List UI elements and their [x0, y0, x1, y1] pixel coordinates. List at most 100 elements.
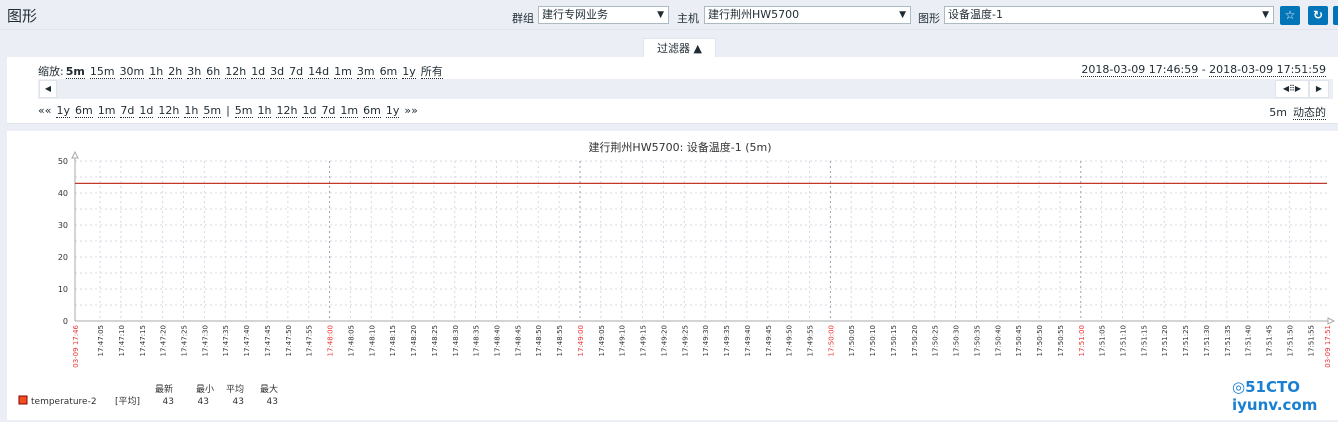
x-tick-label: 17:48:50: [535, 325, 543, 356]
fullscreen-button[interactable]: [1333, 6, 1338, 25]
zoom-option-1h[interactable]: 1h: [149, 65, 164, 79]
nav-back-2[interactable]: 6m: [74, 104, 93, 118]
filter-tab[interactable]: 过滤器 ▲: [643, 38, 716, 58]
x-tick-label: 17:49:45: [765, 325, 773, 356]
chevron-down-icon: ▼: [899, 10, 906, 20]
x-tick-label: 17:49:40: [744, 325, 752, 356]
legend-color-swatch: [18, 395, 28, 405]
drag-handle-icon: ◀⠿▶: [1282, 84, 1302, 93]
zoom-option-3d[interactable]: 3d: [270, 65, 285, 79]
legend-header: 最小: [196, 384, 214, 395]
x-tick-label: 17:48:10: [368, 325, 376, 356]
x-tick-label: 17:47:05: [97, 325, 105, 356]
zoom-option-30m[interactable]: 30m: [119, 65, 145, 79]
scroll-left-button[interactable]: ◀: [39, 80, 57, 98]
scroll-right-button[interactable]: ▶: [1309, 80, 1329, 98]
y-tick-label: 10: [58, 285, 68, 294]
nav-forward-4[interactable]: 7d: [321, 104, 336, 118]
dynamic-toggle[interactable]: 动态的: [1293, 106, 1326, 120]
nav-forward-5[interactable]: 1m: [340, 104, 359, 118]
x-tick-label: 17:48:40: [494, 325, 502, 356]
zoom-option-所有[interactable]: 所有: [420, 65, 443, 79]
chart-title: 建行荆州HW5700: 设备温度-1 (5m): [588, 140, 771, 154]
x-tick-label: 17:50:40: [994, 325, 1002, 356]
x-tick-label: 17:51:50: [1286, 325, 1294, 356]
x-tick-label: 17:49:50: [786, 325, 794, 356]
nav-back-6[interactable]: 12h: [158, 104, 180, 118]
timeline-scrollbar[interactable]: ◀ ◀⠿▶ ▶: [38, 79, 1333, 99]
y-tick-label: 50: [58, 157, 68, 166]
filter-panel: 缩放: 5m 15m 30m 1h 2h 3h 6h 12h 1d 3d 7d 14d 1m 3m 6m 1y 所…: [7, 57, 1338, 124]
zoom-option-12h[interactable]: 12h: [225, 65, 247, 79]
x-tick-label: 17:49:10: [619, 325, 627, 356]
x-tick-label: 17:49:00: [577, 325, 585, 356]
nav-back-0[interactable]: ««: [38, 104, 52, 117]
zoom-option-1m[interactable]: 1m: [334, 65, 352, 79]
zoom-option-3m[interactable]: 3m: [356, 65, 375, 79]
x-tick-label: 17:49:35: [723, 325, 731, 356]
x-tick-label: 17:51:40: [1245, 325, 1253, 356]
zoom-option-5m[interactable]: 5m: [65, 65, 85, 79]
zoom-option-1y[interactable]: 1y: [402, 65, 416, 79]
x-tick-label: 17:47:50: [285, 325, 293, 356]
nav-back-4[interactable]: 7d: [120, 104, 135, 118]
x-tick-label: 17:48:45: [514, 325, 522, 356]
nav-separator: |: [226, 104, 230, 117]
zoom-option-2h[interactable]: 2h: [168, 65, 183, 79]
nav-forward-3[interactable]: 1d: [302, 104, 317, 118]
favorite-button[interactable]: ☆: [1280, 6, 1300, 25]
zoom-option-14d[interactable]: 14d: [308, 65, 330, 79]
nav-back-1[interactable]: 1y: [56, 104, 70, 118]
x-tick-label: 17:47:45: [264, 325, 272, 356]
chevron-down-icon: ▼: [657, 10, 664, 20]
graph-value: 设备温度-1: [948, 8, 1003, 21]
time-separator: -: [1201, 63, 1206, 76]
zoom-option-1d[interactable]: 1d: [251, 65, 266, 79]
graph-label: 图形: [918, 12, 940, 25]
nav-back-7[interactable]: 1h: [184, 104, 199, 118]
y-tick-label: 20: [58, 253, 68, 262]
zoom-option-7d[interactable]: 7d: [289, 65, 304, 79]
x-tick-label: 17:49:05: [598, 325, 606, 356]
legend-header: 平均: [226, 383, 244, 395]
graph-panel: [7, 131, 1338, 420]
nav-forward-2[interactable]: 12h: [276, 104, 298, 118]
nav-forward-6[interactable]: 6m: [363, 104, 381, 118]
nav-forward-1[interactable]: 1h: [257, 104, 272, 118]
refresh-icon: ↻: [1312, 8, 1324, 22]
x-tick-label: 17:50:00: [827, 325, 835, 356]
nav-back-8[interactable]: 5m: [203, 104, 222, 118]
arrow-right-icon: ▶: [1315, 84, 1323, 93]
legend-function: [平均]: [115, 395, 140, 407]
x-tick-label: 17:51:00: [1078, 325, 1086, 356]
zoom-option-3h[interactable]: 3h: [187, 65, 202, 79]
x-tick-label: 17:48:20: [410, 325, 418, 356]
graph-select[interactable]: 设备温度-1 ▼: [944, 6, 1274, 24]
x-tick-label: 17:49:20: [660, 325, 668, 356]
watermark-logo: ◎51CTO iyunv.com: [1232, 378, 1318, 414]
time-to[interactable]: 2018-03-09 17:51:59: [1209, 63, 1326, 77]
refresh-button[interactable]: ↻: [1308, 6, 1328, 25]
x-tick-label: 17:50:15: [890, 325, 898, 356]
zoom-row: 缩放: 5m 15m 30m 1h 2h 3h 6h 12h 1d 3d 7d 14d 1m 3m 6m 1y 所…: [38, 63, 448, 79]
nav-forward-8[interactable]: »»: [404, 104, 418, 117]
x-tick-label: 17:49:15: [640, 325, 648, 356]
zoom-option-15m[interactable]: 15m: [89, 65, 115, 79]
x-tick-label: 17:48:00: [327, 325, 335, 356]
time-from[interactable]: 2018-03-09 17:46:59: [1081, 63, 1199, 77]
scroll-handle[interactable]: ◀⠿▶: [1275, 80, 1309, 98]
star-icon: ☆: [1284, 8, 1296, 22]
host-select[interactable]: 建行荆州HW5700 ▼: [704, 6, 911, 24]
legend-value-avg: 43: [233, 397, 244, 407]
group-select[interactable]: 建行专网业务 ▼: [538, 6, 669, 24]
nav-back-5[interactable]: 1d: [139, 104, 154, 118]
zoom-option-6h[interactable]: 6h: [206, 65, 221, 79]
nav-back-3[interactable]: 1m: [97, 104, 116, 118]
nav-forward-0[interactable]: 5m: [234, 104, 253, 118]
x-tick-label: 17:51:10: [1120, 325, 1128, 356]
zoom-option-6m[interactable]: 6m: [379, 65, 398, 79]
nav-forward-7[interactable]: 1y: [385, 104, 400, 118]
x-tick-label: 17:47:55: [306, 325, 314, 356]
x-tick-label: 17:51:20: [1161, 325, 1169, 356]
x-tick-label: 17:48:05: [347, 325, 355, 356]
